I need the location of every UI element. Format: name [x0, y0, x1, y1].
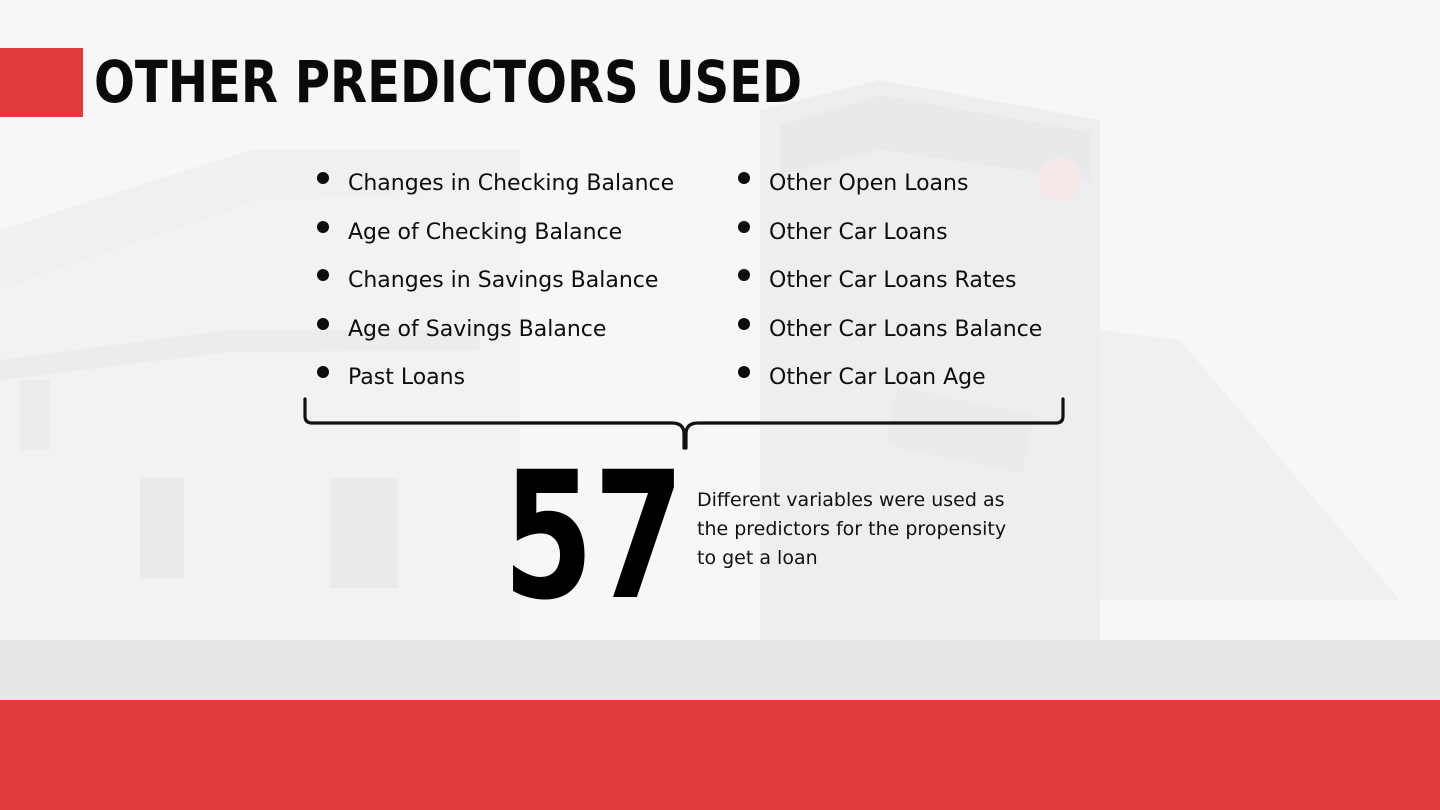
footer-gray-band [0, 640, 1440, 700]
list-item: Other Car Loans Balance [734, 306, 1042, 355]
bullet-icon [738, 220, 750, 233]
predictor-list-left: Changes in Checking Balance Age of Check… [313, 160, 674, 403]
curly-brace-icon [303, 397, 1065, 450]
footer-red-band [0, 700, 1440, 810]
list-item: Past Loans [313, 354, 674, 403]
building-silhouette [0, 95, 1090, 588]
list-item: Changes in Savings Balance [313, 257, 674, 306]
list-item-label: Other Open Loans [769, 171, 969, 196]
stat-number: 57 [503, 434, 685, 639]
list-item-label: Age of Savings Balance [348, 316, 607, 342]
list-item: Other Car Loans [734, 209, 1042, 258]
bullet-icon [738, 366, 750, 379]
list-item: Other Car Loans Rates [734, 257, 1042, 306]
list-item-label: Other Car Loans [769, 219, 948, 245]
bullet-icon [738, 172, 750, 184]
bullet-icon [317, 317, 329, 330]
bullet-icon [738, 269, 750, 282]
list-item: Other Car Loan Age [734, 354, 1042, 403]
list-item-label: Changes in Checking Balance [348, 171, 675, 196]
bullet-icon [738, 317, 750, 330]
list-item-label: Past Loans [348, 365, 466, 391]
list-item-label: Other Car Loans Rates [769, 268, 1017, 294]
list-item-label: Other Car Loan Age [769, 365, 986, 391]
list-item: Other Open Loans [734, 160, 1042, 209]
bullet-icon [317, 172, 329, 184]
background-building-image [0, 0, 1440, 640]
list-item: Changes in Checking Balance [313, 160, 674, 209]
list-item: Age of Checking Balance [313, 209, 674, 258]
list-item-label: Changes in Savings Balance [348, 268, 659, 294]
slide-title: OTHER PREDICTORS USED [94, 48, 803, 116]
title-accent-bar [0, 48, 83, 117]
bullet-icon [317, 366, 329, 379]
list-item-label: Age of Checking Balance [348, 219, 623, 245]
list-item: Age of Savings Balance [313, 306, 674, 355]
predictor-list-right: Other Open Loans Other Car Loans Other C… [734, 160, 1042, 403]
bullet-icon [317, 220, 329, 233]
stat-caption: Different variables were used as the pre… [697, 489, 1007, 569]
list-item-label: Other Car Loans Balance [769, 316, 1043, 342]
bullet-icon [317, 269, 329, 282]
